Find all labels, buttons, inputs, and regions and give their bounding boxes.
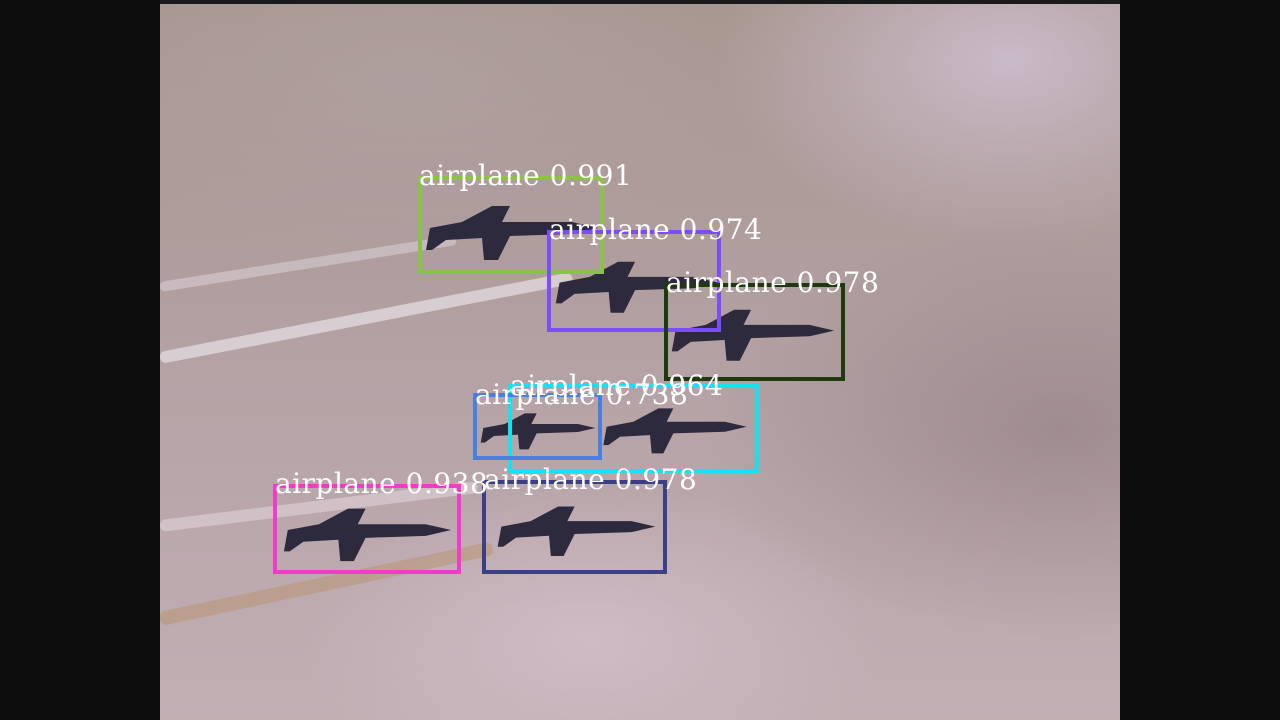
video-frame: airplane 0.991 airplane 0.974 airplane 0… bbox=[160, 0, 1120, 720]
detection-box bbox=[508, 384, 759, 473]
detection-label: airplane 0.978 bbox=[484, 466, 697, 494]
jet-silhouette bbox=[671, 309, 835, 361]
class-name: airplane bbox=[475, 378, 597, 411]
detection-box bbox=[418, 176, 604, 274]
detection-box bbox=[273, 484, 461, 574]
class-name: airplane bbox=[510, 369, 632, 402]
smoke-trail bbox=[160, 271, 574, 364]
detection-box bbox=[473, 393, 602, 460]
jet-silhouette bbox=[497, 506, 656, 556]
class-name: airplane bbox=[419, 159, 541, 192]
confidence-score: 0.938 bbox=[405, 467, 489, 500]
detection-label: airplane 0.964 bbox=[510, 372, 723, 400]
confidence-score: 0.974 bbox=[679, 213, 763, 246]
confidence-score: 0.991 bbox=[549, 159, 633, 192]
detection-box bbox=[664, 283, 845, 381]
detection-box bbox=[482, 480, 667, 574]
class-name: airplane bbox=[666, 266, 788, 299]
jet-silhouette bbox=[555, 261, 719, 313]
class-name: airplane bbox=[484, 463, 606, 496]
jet-silhouette bbox=[426, 206, 598, 260]
frame-top-border bbox=[160, 0, 1120, 4]
detection-box bbox=[547, 230, 721, 332]
detection-label: airplane 0.974 bbox=[549, 216, 762, 244]
jet-silhouette bbox=[603, 408, 747, 454]
confidence-score: 0.978 bbox=[796, 266, 880, 299]
detection-label: airplane 0.738 bbox=[475, 381, 688, 409]
detection-label: airplane 0.991 bbox=[419, 162, 632, 190]
class-name: airplane bbox=[275, 467, 397, 500]
confidence-score: 0.978 bbox=[614, 463, 698, 496]
detection-label: airplane 0.938 bbox=[275, 470, 488, 498]
jet-silhouette bbox=[283, 508, 452, 562]
detection-label: airplane 0.978 bbox=[666, 269, 879, 297]
confidence-score: 0.738 bbox=[605, 378, 689, 411]
class-name: airplane bbox=[549, 213, 671, 246]
confidence-score: 0.964 bbox=[640, 369, 724, 402]
smoke-trail bbox=[160, 235, 458, 292]
